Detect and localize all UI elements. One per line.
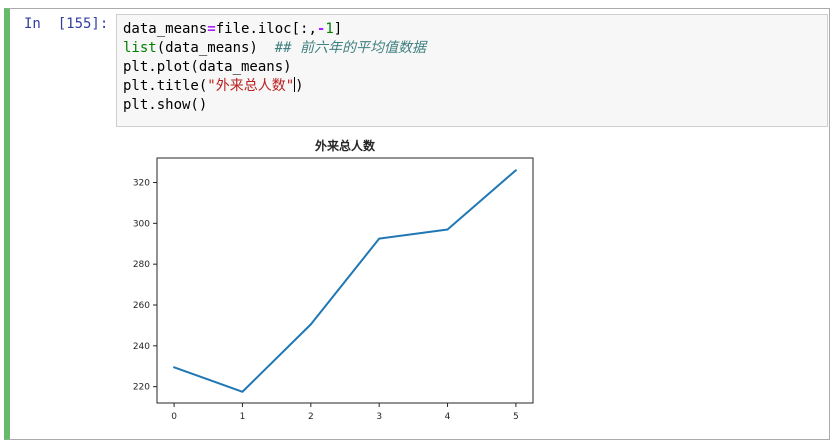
cell-output: 外来总人数 0 1 2 3 4 5 220 240 260 280 300 320 — [108, 132, 548, 432]
series-layer — [173, 169, 517, 393]
chart-title: 外来总人数 — [315, 138, 376, 153]
x-axis: 0 1 2 3 4 5 — [171, 403, 519, 422]
text-cursor — [294, 77, 296, 92]
code-token-number: 1 — [325, 21, 334, 37]
cell-prompt: In [155]: — [24, 16, 109, 32]
series-line — [173, 169, 517, 393]
code-token-operator: - — [316, 21, 326, 37]
x-tick-label: 4 — [445, 412, 451, 422]
y-tick-label: 280 — [133, 260, 150, 270]
y-tick-label: 220 — [133, 383, 150, 393]
code-token: ) — [295, 78, 304, 94]
code-token-comment: ## 前六年的平均值数据 — [274, 40, 427, 56]
x-tick-label: 2 — [308, 412, 314, 422]
x-tick-label: 5 — [513, 412, 519, 422]
line-chart: 外来总人数 0 1 2 3 4 5 220 240 260 280 300 320 — [133, 138, 534, 422]
code-input-area[interactable]: data_means=file.iloc[:,-1] list(data_mea… — [116, 14, 828, 127]
y-tick-label: 320 — [133, 179, 150, 189]
code-line-3: plt.plot(data_means) — [123, 59, 292, 75]
code-token: (data_means) — [156, 40, 275, 56]
code-line-1: data_means=file.iloc[:,-1] — [123, 20, 821, 39]
code-token: plt.title( — [123, 78, 208, 94]
y-tick-label: 300 — [133, 219, 150, 229]
x-tick-label: 1 — [240, 412, 246, 422]
y-tick-label: 260 — [133, 301, 150, 311]
y-tick-label: 240 — [133, 342, 150, 352]
code-line-4: plt.title("外来总人数") — [123, 77, 821, 96]
code-token-string: "外来总人数" — [207, 78, 295, 94]
code-token: ] — [333, 21, 343, 37]
x-tick-label: 0 — [171, 412, 177, 422]
code-token-builtin: list — [123, 40, 157, 56]
x-tick-label: 3 — [376, 412, 382, 422]
code-token-operator: = — [207, 21, 216, 37]
code-line-2: list(data_means) ## 前六年的平均值数据 — [123, 39, 821, 58]
code-token: data_means — [123, 21, 208, 37]
code-line-5: plt.show() — [123, 97, 208, 113]
code-token: file.iloc[:, — [215, 21, 317, 37]
y-axis: 220 240 260 280 300 320 — [133, 179, 157, 393]
